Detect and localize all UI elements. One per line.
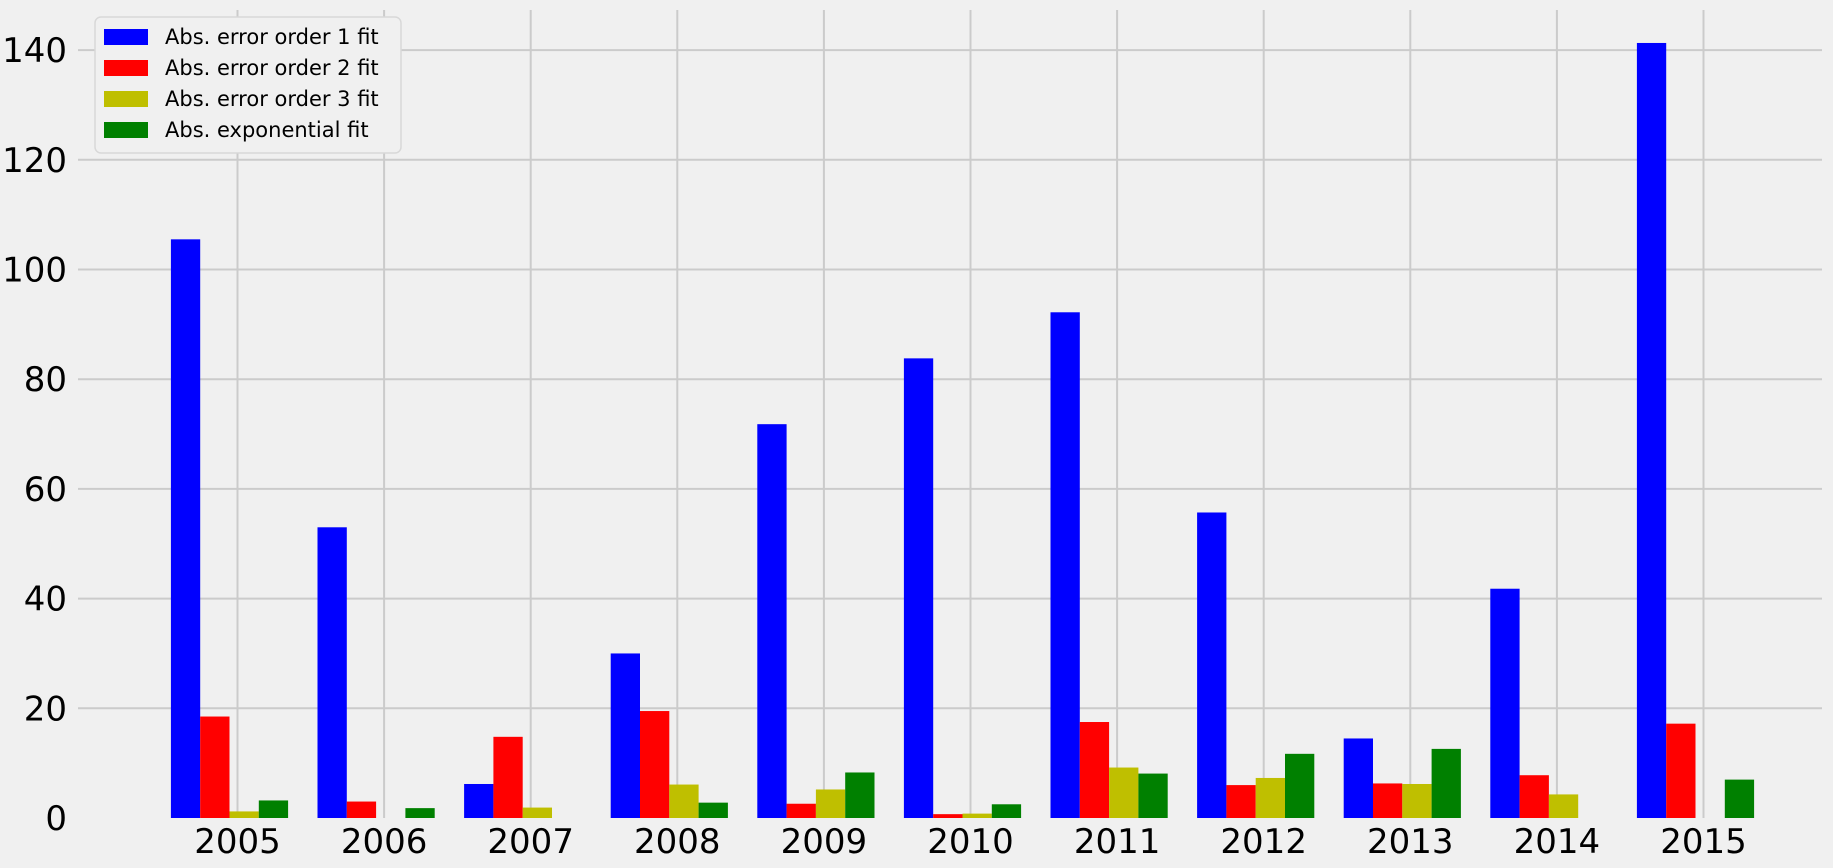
bar-4-2012 [1285, 753, 1315, 818]
legend-label: Abs. error order 2 fit [165, 56, 379, 80]
bar-1-2014 [1490, 588, 1520, 818]
bar-2-2005 [200, 716, 230, 818]
bar-1-2005 [170, 239, 201, 818]
bar-4-2008 [698, 802, 728, 818]
legend-swatch [104, 91, 148, 107]
x-tick-label: 2006 [341, 822, 428, 862]
bar-2-2014 [1519, 775, 1549, 818]
bar-3-2009 [815, 789, 846, 818]
x-tick-label: 2007 [487, 822, 574, 862]
x-tick-label: 2010 [927, 822, 1014, 862]
bar-2-2013 [1373, 783, 1403, 818]
bar-3-2007 [522, 807, 552, 818]
legend-label: Abs. exponential fit [165, 118, 369, 142]
y-tick-label: 80 [24, 360, 67, 400]
grid-lines [78, 10, 1822, 818]
bar-3-2014 [1548, 794, 1579, 818]
bar-2-2012 [1226, 785, 1256, 818]
bar-1-2009 [757, 424, 787, 818]
bar-2-2006 [346, 801, 377, 818]
x-tick-label: 2015 [1660, 822, 1747, 862]
y-tick-label: 60 [24, 470, 67, 510]
bar-1-2008 [610, 653, 640, 818]
x-tick-label: 2009 [781, 822, 868, 862]
x-tick-label: 2011 [1074, 822, 1161, 862]
bar-1-2010 [903, 358, 934, 818]
bar-2-2015 [1666, 723, 1696, 818]
bar-4-2015 [1724, 779, 1755, 818]
bar-1-2006 [317, 527, 347, 818]
bar-4-2005 [258, 800, 289, 818]
bar-3-2011 [1109, 767, 1139, 818]
bar-1-2015 [1636, 42, 1667, 819]
y-tick-label: 0 [45, 799, 67, 839]
legend-frame [94, 16, 402, 154]
y-tick-label: 100 [2, 251, 67, 291]
y-tick-label: 120 [2, 141, 67, 181]
legend-label: Abs. error order 3 fit [165, 87, 379, 111]
bar-2-2009 [786, 803, 816, 818]
bar-1-2011 [1050, 312, 1080, 818]
bar-3-2010 [962, 813, 992, 818]
bar-2-2008 [640, 711, 670, 818]
legend-swatch [104, 122, 148, 138]
bar-1-2012 [1197, 512, 1227, 818]
y-tick-label: 140 [2, 31, 67, 71]
bar-1-2013 [1343, 738, 1373, 818]
y-axis-ticks: 0 20 40 60 80 100 120 140 [2, 31, 67, 839]
x-tick-label: 2013 [1367, 822, 1454, 862]
bar-4-2006 [405, 808, 435, 818]
y-tick-label: 20 [24, 689, 67, 729]
bar-2-2011 [1079, 722, 1110, 818]
bar-1-2007 [464, 783, 494, 818]
bar-3-2013 [1402, 783, 1432, 818]
bar-4-2010 [991, 804, 1022, 818]
bar-4-2009 [845, 772, 875, 818]
bars [170, 42, 1755, 819]
bar-2-2010 [933, 814, 963, 818]
x-tick-label: 2008 [634, 822, 721, 862]
legend-swatch [104, 29, 148, 45]
bar-3-2008 [669, 784, 699, 818]
legend: Abs. error order 1 fit Abs. error order 2… [94, 16, 402, 154]
x-tick-label: 2005 [194, 822, 281, 862]
bar-3-2005 [229, 811, 259, 818]
y-tick-label: 40 [24, 580, 67, 620]
x-tick-label: 2014 [1514, 822, 1601, 862]
x-tick-label: 2012 [1220, 822, 1307, 862]
x-axis-ticks: 2005 2006 2007 2008 2009 2010 2011 2012 2013 2014… [194, 822, 1747, 862]
bar-4-2011 [1138, 773, 1168, 818]
bar-2-2007 [493, 736, 523, 818]
legend-swatch [104, 60, 148, 76]
bar-4-2013 [1431, 748, 1461, 818]
legend-label: Abs. error order 1 fit [165, 25, 379, 49]
bar-3-2012 [1255, 777, 1285, 818]
